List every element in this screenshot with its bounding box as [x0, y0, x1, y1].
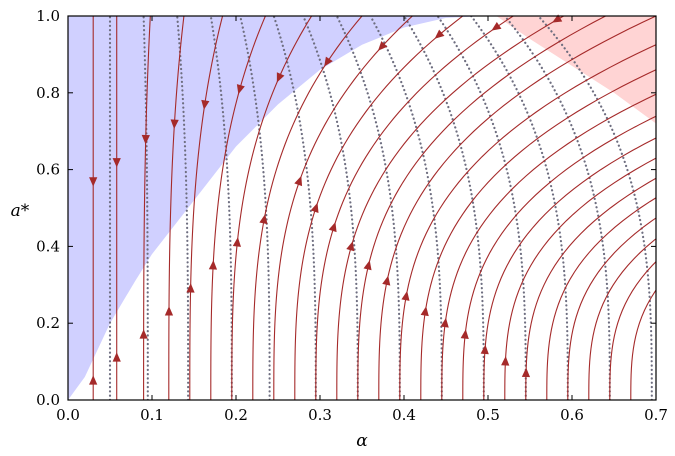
arrow-f10-0 — [363, 260, 372, 271]
flow-line-8 — [315, 16, 514, 400]
plot-frame — [67, 15, 657, 401]
x-tick-label-0: 0.0 — [56, 406, 80, 424]
arrow-f17-0 — [501, 356, 510, 366]
flow-line-11 — [378, 16, 656, 400]
flow-line-21 — [588, 238, 656, 400]
dotted-contour-5 — [272, 16, 317, 400]
x-tick-label-6: 0.6 — [560, 406, 584, 424]
x-tick-label-1: 0.1 — [140, 406, 164, 424]
arrow-f7-0 — [434, 29, 445, 39]
arrow-f5-0 — [324, 56, 333, 67]
arrow-f1-1 — [164, 306, 174, 316]
y-tick-label-3: 0.6 — [36, 161, 60, 179]
flow-line-22 — [609, 260, 656, 400]
x-tick-label-5: 0.5 — [476, 406, 500, 424]
arrow-f0-1 — [139, 329, 148, 339]
flow-line-16 — [483, 137, 656, 400]
blue-region — [68, 16, 488, 400]
flow-line-19 — [546, 197, 656, 400]
arrowheads-layer — [89, 14, 563, 385]
y-tick-label-5: 1.0 — [36, 7, 60, 25]
arrow-f2-1 — [186, 283, 195, 293]
flow-line-12 — [399, 44, 656, 400]
arrow-f18-0 — [521, 367, 531, 378]
dotted-contour-11 — [470, 16, 569, 400]
dotted-contour-10 — [436, 16, 527, 400]
arrow-f15-0 — [460, 329, 469, 339]
y-tick-label-4: 0.8 — [36, 84, 60, 102]
y-tick-label-2: 0.4 — [36, 237, 60, 255]
dotted-contour-1 — [142, 16, 149, 400]
dotted-contour-2 — [176, 16, 190, 400]
flow-line-3 — [210, 16, 266, 400]
arrow-f2-0 — [201, 99, 210, 110]
flow-line-6 — [273, 16, 413, 400]
flow-line-10 — [357, 16, 606, 400]
flow-line-23 — [630, 289, 656, 400]
flow-line-13 — [420, 69, 656, 400]
arrow-f13-0 — [420, 306, 429, 317]
arrow-f0-0 — [141, 134, 150, 145]
arrow-f14-0 — [440, 317, 449, 328]
dotted-contour-8 — [369, 16, 443, 400]
arrow-v0-0 — [89, 177, 98, 187]
x-tick-label-2: 0.2 — [224, 406, 248, 424]
flow-line-1 — [168, 16, 185, 400]
flow-line-18 — [525, 177, 656, 400]
arrow-f3-0 — [236, 84, 245, 95]
arrow-f3-1 — [208, 260, 218, 270]
y-axis-label: a* — [11, 201, 30, 221]
flow-line-14 — [441, 93, 656, 400]
flow-line-2 — [189, 16, 224, 400]
arrow-v1-1 — [112, 352, 121, 362]
arrow-f16-0 — [480, 344, 489, 355]
dotted-contour-12 — [503, 16, 611, 400]
arrow-v1-0 — [112, 158, 121, 168]
arrow-f6-0 — [378, 41, 388, 51]
arrow-f11-0 — [382, 275, 391, 286]
arrow-f12-0 — [401, 290, 410, 301]
arrow-f5-1 — [259, 214, 268, 225]
arrow-f4-0 — [276, 72, 285, 83]
arrow-f9-1 — [346, 241, 355, 252]
dotted-contour-4 — [239, 16, 271, 400]
flow-line-17 — [504, 157, 656, 400]
flow-line-20 — [567, 217, 656, 400]
x-tick-label-3: 0.3 — [308, 406, 332, 424]
dotted-contour-7 — [335, 16, 401, 400]
arrow-f6-1 — [294, 175, 303, 187]
y-tick-label-0: 0.0 — [36, 391, 60, 409]
arrow-v0-1 — [89, 375, 98, 385]
x-tick-label-4: 0.4 — [392, 406, 416, 424]
y-tick-label-1: 0.2 — [36, 314, 60, 332]
arrow-f1-0 — [170, 119, 179, 130]
arrow-f4-1 — [232, 237, 241, 247]
flow-line-9 — [336, 16, 564, 400]
ticks-layer: 0.0 0.1 0.2 0.3 0.4 0.5 0.6 0.7 0.0 0.2 0.4 0.6 0.8 1… — [36, 7, 668, 424]
dotted-contour-9 — [402, 16, 485, 400]
regions-layer — [68, 16, 656, 400]
dotted-contour-6 — [302, 16, 359, 400]
x-tick-label-7: 0.7 — [644, 406, 668, 424]
arrow-f7-1 — [310, 202, 319, 213]
arrow-f8-1 — [328, 221, 337, 233]
flow-line-5 — [252, 16, 363, 400]
red-region — [496, 16, 656, 124]
arrow-f9-0 — [552, 14, 563, 23]
x-axis-label: α — [356, 431, 368, 451]
arrow-f8-0 — [491, 21, 502, 31]
flow-lines-layer — [92, 16, 656, 400]
